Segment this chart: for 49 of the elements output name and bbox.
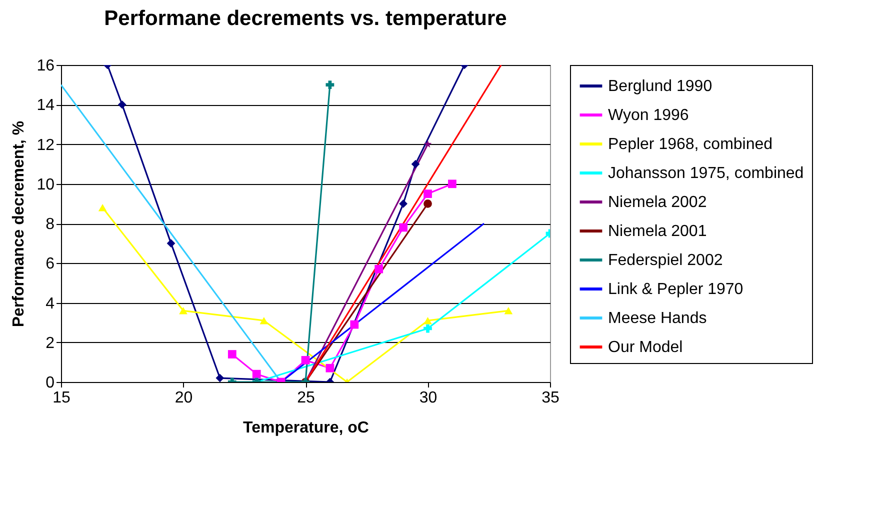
point — [260, 316, 268, 324]
x-tick-label: 15 — [52, 390, 70, 406]
legend-label: Johansson 1975, combined — [608, 165, 804, 182]
x-tick-label: 25 — [297, 390, 315, 406]
legend-label: Berglund 1990 — [608, 78, 712, 95]
legend-label: Niemela 2001 — [608, 223, 707, 240]
point — [252, 370, 261, 378]
y-tick-label: 12 — [36, 136, 55, 154]
point — [448, 180, 456, 188]
point — [301, 356, 310, 364]
legend-label: Meese Hands — [608, 310, 707, 327]
y-tick-label: 4 — [46, 295, 55, 312]
y-tick-label: 8 — [46, 216, 55, 233]
legend-label: Federspiel 2002 — [608, 252, 723, 269]
point — [424, 316, 432, 324]
legend-label: Wyon 1996 — [608, 107, 689, 124]
point — [166, 239, 176, 248]
y-tick-label: 2 — [46, 334, 55, 352]
point — [98, 204, 107, 212]
legend-label: Niemela 2002 — [608, 194, 707, 211]
point — [424, 190, 432, 198]
y-axis-title: Performance decrement, % — [10, 120, 28, 328]
point — [179, 307, 188, 314]
x-tick-label: 35 — [542, 390, 560, 406]
point — [399, 200, 408, 208]
y-tick-label: 6 — [46, 256, 55, 273]
point — [399, 223, 408, 232]
point — [374, 264, 384, 274]
legend-label: Link & Pepler 1970 — [608, 281, 744, 298]
point — [424, 200, 432, 208]
x-axis-title: Temperature, oC — [243, 420, 370, 436]
point — [326, 80, 334, 89]
y-tick-label: 16 — [36, 58, 55, 74]
y-tick-label: 14 — [36, 97, 55, 114]
point — [216, 374, 224, 382]
chart-title: Performane decrements vs. temperature — [104, 7, 507, 30]
legend-label: Our Model — [608, 339, 683, 356]
point — [424, 140, 432, 148]
y-tick-label: 10 — [36, 176, 55, 194]
x-tick-label: 30 — [419, 390, 438, 406]
point — [504, 307, 513, 314]
x-tick-label: 20 — [174, 390, 193, 406]
legend-label: Pepler 1968, combined — [608, 136, 773, 153]
point — [326, 364, 334, 372]
point — [118, 100, 126, 109]
y-tick-label: 0 — [46, 374, 55, 392]
point — [350, 320, 359, 329]
point — [411, 160, 420, 168]
point — [228, 350, 236, 358]
